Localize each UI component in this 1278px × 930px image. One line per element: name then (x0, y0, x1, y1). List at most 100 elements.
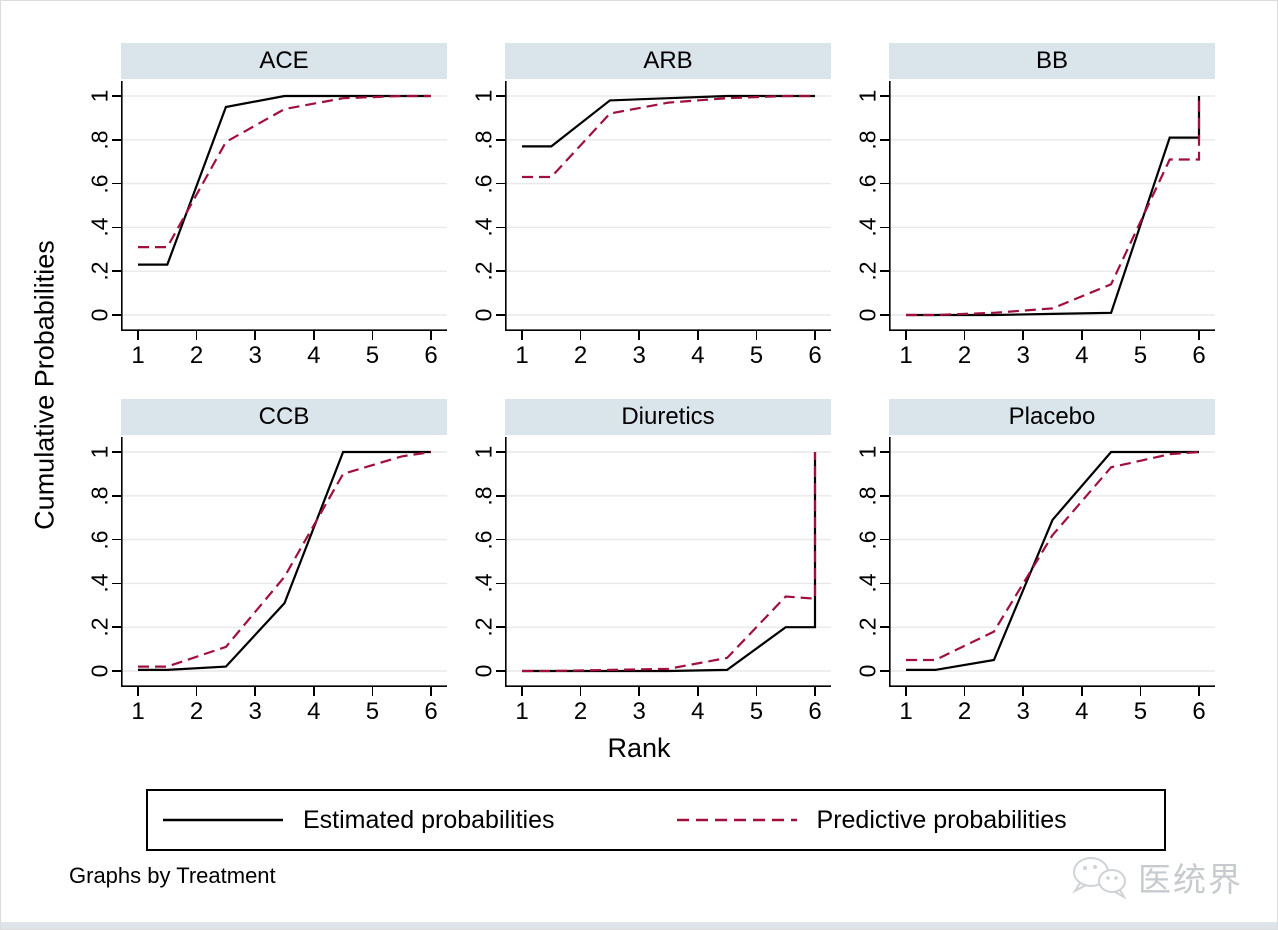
y-tick (112, 139, 121, 141)
x-tick (1139, 331, 1142, 340)
x-tick (1081, 331, 1083, 340)
y-tick-label: 1 (854, 89, 881, 103)
x-axis: 1 2 3 4 5 6 (505, 687, 831, 727)
y-tick (112, 626, 121, 628)
x-tick-label: 2 (189, 342, 204, 369)
plot-area (121, 81, 447, 331)
y-tick (496, 626, 505, 628)
y-tick (880, 626, 889, 628)
x-tick (430, 687, 432, 696)
y-tick-label: .6 (470, 174, 497, 194)
y-axis: 0 .2 .4 .6 .8 1 (63, 81, 121, 331)
y-tick (496, 182, 505, 185)
panel-title: ARB (505, 43, 831, 79)
y-tick-label: 1 (86, 89, 113, 103)
legend-item: Estimated probabilities (163, 806, 555, 835)
predictive-line (138, 450, 432, 668)
x-axis: 1 2 3 4 5 6 (505, 331, 831, 371)
x-tick-label: 5 (365, 342, 380, 369)
panel-plot-region: 0 .2 .4 .6 .8 1 (831, 437, 1215, 687)
x-tick (697, 687, 699, 696)
panel-plot-region: 0 .2 .4 .6 .8 1 (63, 437, 447, 687)
y-tick (496, 139, 505, 141)
y-tick (496, 495, 505, 497)
watermark-text: 医统界 (1138, 861, 1243, 898)
y-tick (496, 95, 505, 97)
x-tick (521, 687, 523, 696)
y-tick-label: .2 (86, 261, 113, 281)
x-tick (313, 687, 315, 696)
x-tick-label: 6 (808, 342, 822, 369)
plot-area (505, 437, 831, 687)
y-tick (496, 226, 505, 229)
panel-ccb: CCB 0 .2 .4 .6 .8 1 1 2 3 4 5 6 (63, 399, 447, 727)
plot-area (889, 81, 1215, 331)
x-tick-label: 6 (808, 698, 822, 725)
x-tick (371, 331, 374, 340)
y-tick-label: .8 (470, 486, 497, 506)
y-axis: 0 .2 .4 .6 .8 1 (831, 437, 889, 687)
x-tick-label: 1 (515, 698, 529, 725)
panel-plot-region: 0 .2 .4 .6 .8 1 (447, 81, 831, 331)
x-tick (963, 687, 966, 696)
panel-row: CCB 0 .2 .4 .6 .8 1 1 2 3 4 5 6 Diuretics 0 .2 .4 .6 .8 1 1 2… (63, 399, 1215, 727)
y-tick (112, 270, 121, 272)
x-tick (963, 331, 966, 340)
x-tick (638, 687, 640, 696)
y-tick (496, 582, 505, 585)
solid-line-sample (163, 818, 283, 822)
y-tick-label: .8 (470, 130, 497, 150)
x-axis: 1 2 3 4 5 6 (889, 687, 1215, 727)
y-tick-label: .4 (470, 217, 497, 237)
panel-title: CCB (121, 399, 447, 435)
y-tick (112, 95, 121, 97)
x-tick-label: 6 (424, 698, 438, 725)
y-tick-label: 1 (470, 445, 497, 459)
y-tick-label: 1 (470, 89, 497, 103)
x-tick-label: 4 (1075, 342, 1089, 369)
by-note: Graphs by Treatment (69, 863, 276, 888)
x-tick-label: 1 (131, 698, 145, 725)
plot-area (121, 437, 447, 687)
x-tick (371, 687, 374, 696)
y-tick-label: 1 (86, 445, 113, 459)
x-tick-label: 3 (632, 342, 646, 369)
x-tick (313, 331, 315, 340)
x-tick (137, 687, 139, 696)
wechat-icon (1072, 857, 1127, 900)
legend-label: Estimated probabilities (303, 805, 555, 834)
estimated-line (138, 450, 431, 671)
panel-diuretics: Diuretics 0 .2 .4 .6 .8 1 1 2 3 4 5 6 (447, 399, 831, 727)
y-tick (880, 182, 889, 185)
y-tick (496, 314, 505, 316)
y-tick (880, 538, 889, 541)
y-tick (112, 226, 121, 229)
y-axis: 0 .2 .4 .6 .8 1 (447, 81, 505, 331)
x-tick-label: 1 (899, 342, 913, 369)
y-tick-label: .8 (854, 486, 881, 506)
y-tick (112, 314, 121, 316)
panel-bb: BB 0 .2 .4 .6 .8 1 1 2 3 4 5 6 (831, 43, 1215, 371)
predictive-line (522, 94, 815, 179)
x-tick-label: 5 (1133, 342, 1148, 369)
x-tick-label: 3 (1016, 342, 1030, 369)
x-tick (1022, 331, 1024, 340)
y-tick-label: .6 (470, 530, 497, 550)
y-tick-label: .2 (470, 261, 497, 281)
y-tick-label: .4 (854, 573, 881, 593)
x-tick-label: 6 (424, 342, 438, 369)
x-tick-label: 2 (573, 342, 588, 369)
y-tick (880, 582, 889, 585)
x-axis-title: Rank (607, 733, 671, 763)
x-tick-label: 5 (749, 698, 764, 725)
y-tick (880, 495, 889, 497)
x-tick-label: 6 (1192, 698, 1206, 725)
x-axis: 1 2 3 4 5 6 (121, 331, 447, 371)
y-tick (880, 314, 889, 316)
x-tick-label: 2 (189, 698, 204, 725)
x-tick-label: 2 (957, 342, 972, 369)
x-tick (521, 331, 523, 340)
x-tick (254, 331, 256, 340)
x-tick (814, 331, 816, 340)
plot-area (505, 81, 831, 331)
